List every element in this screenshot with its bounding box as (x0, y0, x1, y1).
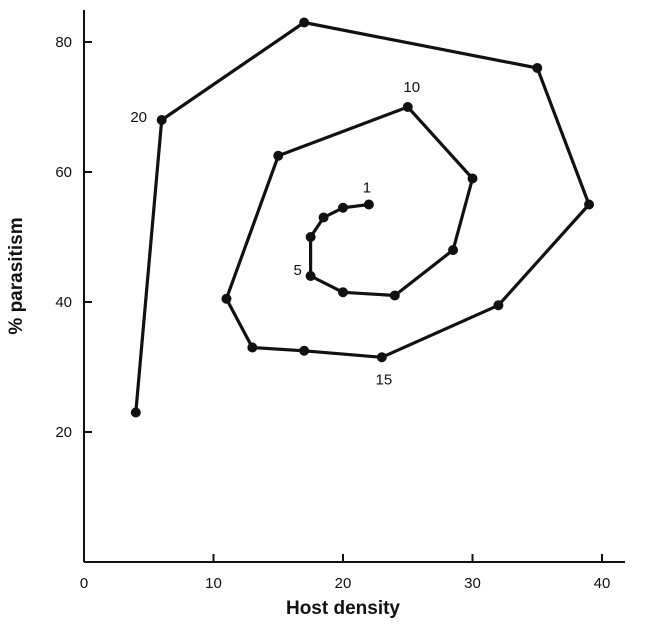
y-axis-title: % parasitism (6, 217, 27, 334)
data-point (376, 352, 387, 363)
data-point (338, 287, 348, 298)
data-point (221, 293, 232, 304)
data-point (247, 342, 258, 353)
ticks: 0 10 20 30 40 20 40 60 80 (55, 34, 610, 592)
y-tick-label: 60 (55, 164, 72, 181)
data-point (299, 345, 310, 356)
x-tick-label: 40 (594, 575, 611, 592)
data-point (305, 271, 316, 281)
y-tick-label: 80 (55, 34, 72, 51)
data-point (130, 407, 141, 418)
data-point (338, 202, 348, 213)
data-point (493, 300, 504, 311)
point-label: 20 (130, 109, 147, 126)
series-layer (130, 17, 595, 418)
point-label: 10 (403, 79, 420, 96)
data-point (363, 199, 374, 210)
data-point (299, 17, 310, 28)
data-point (532, 63, 543, 73)
data-point (318, 212, 329, 223)
data-point (389, 290, 400, 301)
point-label: 5 (293, 262, 301, 279)
data-point (273, 150, 284, 161)
series-line (134, 20, 591, 413)
data-point (467, 173, 478, 184)
y-tick-label: 40 (55, 294, 72, 311)
data-point (402, 102, 413, 112)
data-point (305, 232, 316, 242)
data-point (156, 115, 167, 125)
x-tick-label: 10 (205, 575, 222, 592)
data-point (448, 245, 459, 255)
axes (83, 10, 625, 563)
y-tick-label: 20 (55, 424, 72, 441)
point-label: 15 (376, 371, 393, 388)
x-tick-label: 0 (80, 575, 88, 592)
x-tick-label: 20 (335, 575, 352, 592)
x-tick-label: 30 (464, 575, 481, 592)
data-point (584, 199, 595, 210)
x-axis-title: Host density (286, 598, 400, 619)
point-label: 1 (363, 180, 371, 197)
